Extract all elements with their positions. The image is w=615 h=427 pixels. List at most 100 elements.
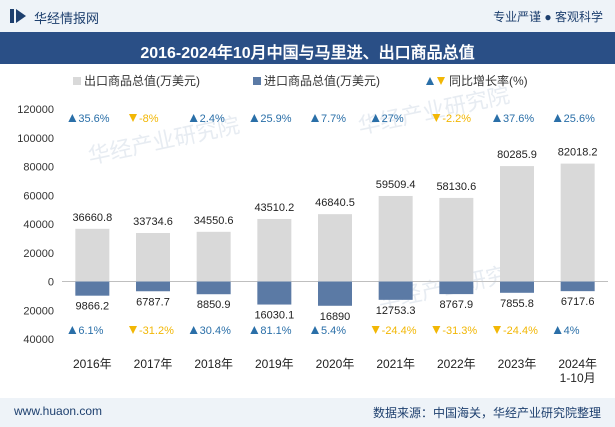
export-value-label: 34550.6 bbox=[194, 215, 234, 227]
x-tick-label: 2022年 bbox=[437, 357, 476, 371]
export-bar bbox=[378, 195, 413, 282]
legend-up-icon bbox=[426, 77, 434, 85]
export-growth-label-down-icon bbox=[129, 114, 137, 122]
export-growth-label: -2.2% bbox=[442, 113, 471, 125]
export-growth-label: 2.4% bbox=[200, 113, 225, 125]
import-growth-label-up-icon bbox=[553, 326, 562, 334]
export-growth-label: 35.6% bbox=[78, 113, 109, 125]
import-value-label: 6787.7 bbox=[136, 296, 170, 308]
import-growth-label-down-icon bbox=[432, 326, 441, 334]
import-growth-label-up-icon bbox=[311, 326, 319, 334]
y-tick-label: 40000 bbox=[23, 219, 54, 231]
import-bar bbox=[378, 281, 413, 300]
export-growth-label-up-icon bbox=[493, 114, 501, 122]
import-growth-label: 6.1% bbox=[78, 325, 103, 337]
import-bar bbox=[500, 281, 534, 293]
footer-source: 数据来源：中国海关，华经产业研究院整理 bbox=[372, 406, 601, 420]
legend-label-export: 出口商品总值(万美元) bbox=[84, 73, 200, 88]
legend-swatch-export bbox=[73, 77, 81, 85]
export-bar bbox=[196, 231, 231, 282]
x-tick-label: 2021年 bbox=[376, 357, 415, 371]
brand-name: 华经情报网 bbox=[34, 11, 100, 26]
title-band bbox=[0, 32, 615, 64]
y-tick-label: 100000 bbox=[17, 133, 54, 145]
import-growth-label: -24.4% bbox=[382, 325, 417, 337]
footer-band bbox=[0, 398, 615, 427]
import-bar bbox=[439, 281, 474, 295]
import-value-label: 12753.3 bbox=[376, 305, 416, 317]
y-tick-label: 80000 bbox=[23, 162, 54, 174]
export-value-label: 82018.2 bbox=[558, 147, 598, 159]
import-value-label: 8850.9 bbox=[197, 299, 231, 311]
legend-label-growth: 同比增长率(%) bbox=[449, 73, 528, 88]
import-bar bbox=[318, 281, 352, 306]
import-value-label: 9866.2 bbox=[76, 301, 110, 313]
top-bar: 华经情报网 专业严谨 ● 客观科学 bbox=[0, 0, 615, 32]
x-tick-label: 2023年 bbox=[498, 357, 537, 371]
export-value-label: 43510.2 bbox=[254, 202, 294, 214]
y-tick-label: 40000 bbox=[23, 334, 54, 346]
bar-chart: 华经产业研究院华经产业研究院华经产业研究院出口商品总值(万美元)进口商品总值(万… bbox=[17, 73, 608, 385]
export-bar bbox=[318, 214, 352, 282]
export-value-label: 36660.8 bbox=[72, 212, 112, 224]
import-growth-label: 4% bbox=[564, 325, 580, 337]
x-tick-label: 2019年 bbox=[255, 357, 294, 371]
tagline: 专业严谨 ● 客观科学 bbox=[493, 10, 603, 24]
logo-icon bbox=[10, 9, 26, 23]
import-growth-label: -31.3% bbox=[442, 325, 477, 337]
export-bar bbox=[439, 197, 474, 282]
import-growth-label-down-icon bbox=[371, 326, 380, 334]
export-growth-label: 7.7% bbox=[321, 113, 346, 125]
export-bar bbox=[560, 163, 595, 282]
watermark: 华经产业研究院 bbox=[356, 82, 512, 138]
import-growth-label-down-icon bbox=[129, 326, 137, 334]
export-bar bbox=[136, 233, 170, 282]
chart-title: 2016-2024年10月中国与马里进、出口商品总值 bbox=[140, 45, 475, 62]
export-growth-label-up-icon bbox=[371, 114, 380, 122]
import-value-label: 16890 bbox=[320, 311, 351, 323]
export-growth-label: 27% bbox=[382, 113, 404, 125]
import-growth-label: 5.4% bbox=[321, 325, 346, 337]
import-growth-label-up-icon bbox=[250, 326, 259, 334]
export-growth-label: 25.6% bbox=[564, 113, 595, 125]
export-growth-label-up-icon bbox=[553, 114, 562, 122]
import-growth-label: -31.2% bbox=[139, 325, 174, 337]
import-bar bbox=[196, 281, 231, 295]
import-growth-label-up-icon bbox=[68, 326, 77, 334]
import-growth-label: 81.1% bbox=[260, 325, 291, 337]
export-growth-label-up-icon bbox=[250, 114, 259, 122]
export-value-label: 58130.6 bbox=[436, 181, 476, 193]
legend-down-icon bbox=[437, 77, 445, 85]
x-tick-label: 2016年 bbox=[73, 357, 112, 371]
export-growth-label-up-icon bbox=[68, 114, 77, 122]
export-bar bbox=[500, 166, 534, 282]
import-growth-label: 30.4% bbox=[200, 325, 231, 337]
legend-swatch-import bbox=[253, 77, 261, 85]
export-value-label: 80285.9 bbox=[497, 149, 537, 161]
export-bar bbox=[257, 218, 292, 282]
export-growth-label-up-icon bbox=[189, 114, 198, 122]
export-growth-label-down-icon bbox=[432, 114, 441, 122]
import-growth-label-down-icon bbox=[493, 326, 501, 334]
y-tick-label: 60000 bbox=[23, 190, 54, 202]
import-value-label: 16030.1 bbox=[254, 310, 294, 322]
import-bar bbox=[560, 281, 595, 292]
export-bar bbox=[75, 228, 110, 282]
export-growth-label: 37.6% bbox=[503, 113, 534, 125]
export-growth-label: -8% bbox=[139, 113, 159, 125]
y-tick-label: 20000 bbox=[23, 248, 54, 260]
export-value-label: 33734.6 bbox=[133, 216, 173, 228]
footer-website[interactable]: www.huaon.com bbox=[14, 404, 103, 418]
export-growth-label-up-icon bbox=[311, 114, 319, 122]
x-tick-label: 2017年 bbox=[134, 357, 173, 371]
export-value-label: 46840.5 bbox=[315, 197, 355, 209]
export-value-label: 59509.4 bbox=[376, 179, 416, 191]
import-bar bbox=[75, 281, 110, 296]
x-tick-label: 1-10月 bbox=[560, 371, 596, 385]
export-growth-label: 25.9% bbox=[260, 113, 291, 125]
legend-label-import: 进口商品总值(万美元) bbox=[264, 73, 380, 88]
import-growth-label: -24.4% bbox=[503, 325, 538, 337]
y-tick-label: 0 bbox=[48, 277, 54, 289]
y-tick-label: 20000 bbox=[23, 305, 54, 317]
